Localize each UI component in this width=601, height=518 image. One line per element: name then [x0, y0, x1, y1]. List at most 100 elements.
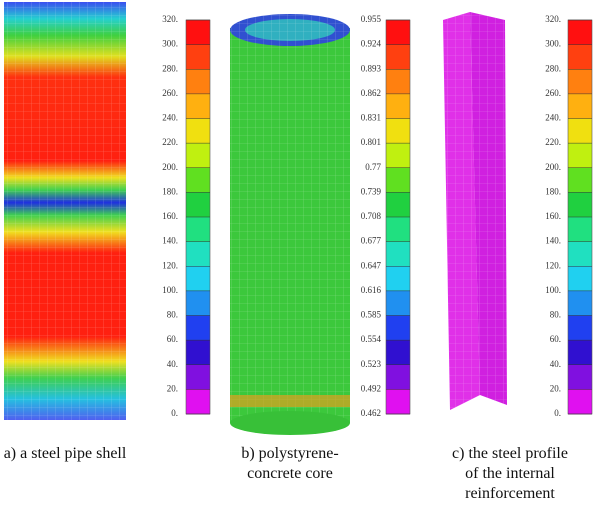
scale-label: 20.	[167, 383, 178, 393]
color-band	[186, 45, 210, 70]
color-band	[386, 45, 410, 70]
scale-label: 240.	[162, 113, 178, 123]
scale-label: 140.	[545, 236, 561, 246]
color-band	[568, 340, 592, 365]
color-band	[568, 94, 592, 119]
scale-label: 0.523	[361, 359, 382, 369]
color-band	[568, 20, 592, 45]
scale-label: 0.893	[361, 63, 382, 73]
color-band	[568, 45, 592, 70]
color-band	[568, 192, 592, 217]
caption: of the internal	[465, 465, 555, 482]
color-band	[386, 69, 410, 94]
scale-label: 140.	[162, 236, 178, 246]
color-band	[568, 389, 592, 414]
color-band	[386, 389, 410, 414]
scale-label: 100.	[545, 285, 561, 295]
scale-label: 40.	[167, 359, 178, 369]
color-band	[386, 365, 410, 390]
color-band	[386, 94, 410, 119]
scale-label: 260.	[545, 88, 561, 98]
color-band	[568, 143, 592, 168]
pipe-shell-image	[4, 2, 126, 420]
scale-label: 320.	[545, 14, 561, 24]
color-band	[186, 119, 210, 144]
scale-label: 0.862	[361, 88, 381, 98]
scale-label: 160.	[162, 211, 178, 221]
scale-label: 0.	[171, 408, 178, 418]
color-band	[386, 119, 410, 144]
scale-label: 80.	[167, 310, 178, 320]
color-band	[186, 192, 210, 217]
color-band	[386, 266, 410, 291]
color-band	[186, 69, 210, 94]
concrete-core-image	[230, 14, 350, 435]
scale-label: 320.	[162, 14, 178, 24]
scale-label: 60.	[550, 334, 561, 344]
color-band	[568, 242, 592, 267]
scale-label: 300.	[162, 39, 178, 49]
scale-label: 20.	[550, 383, 561, 393]
scale-label: 0.647	[361, 260, 382, 270]
color-band	[186, 340, 210, 365]
color-band	[386, 168, 410, 193]
scale-label: 0.492	[361, 383, 381, 393]
color-band	[568, 291, 592, 316]
scale-label: 0.616	[361, 285, 382, 295]
scale-label: 0.585	[361, 310, 382, 320]
scale-label: 40.	[550, 359, 561, 369]
scale-label: 160.	[545, 211, 561, 221]
color-band	[386, 143, 410, 168]
scale-label: 220.	[545, 137, 561, 147]
color-scale: 320. 300. 280. 260. 240. 220. 200. 180. 160. 140.…	[545, 14, 592, 418]
color-band	[568, 217, 592, 242]
color-band	[386, 217, 410, 242]
color-band	[386, 340, 410, 365]
color-band	[186, 217, 210, 242]
scale-label: 0.708	[361, 211, 382, 221]
caption: reinforcement	[465, 485, 555, 502]
scale-label: 200.	[162, 162, 178, 172]
scale-label: 0.831	[361, 113, 381, 123]
color-scale: 320.300.280.260.240.220.200.180.160.140.…	[162, 14, 210, 418]
scale-label: 280.	[162, 63, 178, 73]
color-band	[186, 94, 210, 119]
color-band	[386, 291, 410, 316]
scale-label: 200.	[545, 162, 561, 172]
color-band	[186, 168, 210, 193]
color-band	[386, 242, 410, 267]
color-band	[568, 266, 592, 291]
scale-label: 0.77	[365, 162, 381, 172]
scale-label: 120.	[162, 260, 178, 270]
scale-label: 280.	[545, 63, 561, 73]
scale-label: 0.955	[361, 14, 382, 24]
color-band	[568, 316, 592, 341]
color-band	[186, 20, 210, 45]
scale-label: 80.	[550, 310, 561, 320]
caption: c) the steel profile	[452, 445, 568, 462]
caption: concrete core	[247, 465, 333, 482]
scale-label: 0.801	[361, 137, 381, 147]
scale-label: 0.554	[361, 334, 382, 344]
color-band	[386, 316, 410, 341]
color-band	[186, 389, 210, 414]
scale-label: 300.	[545, 39, 561, 49]
scale-label: 120.	[545, 260, 561, 270]
color-band	[568, 69, 592, 94]
scale-label: 180.	[162, 186, 178, 196]
color-band	[186, 316, 210, 341]
scale-label: 240.	[545, 113, 561, 123]
caption: a) a steel pipe shell	[4, 445, 127, 462]
color-band	[186, 266, 210, 291]
color-band	[386, 20, 410, 45]
scale-label: 0.677	[361, 236, 382, 246]
scale-label: 0.924	[361, 39, 382, 49]
color-band	[186, 291, 210, 316]
color-band	[568, 168, 592, 193]
scale-label: 100.	[162, 285, 178, 295]
scale-label: 220.	[162, 137, 178, 147]
scale-label: 0.739	[361, 186, 382, 196]
color-band	[386, 192, 410, 217]
caption: b) polystyrene-	[241, 445, 338, 462]
scale-label: 180.	[545, 186, 561, 196]
